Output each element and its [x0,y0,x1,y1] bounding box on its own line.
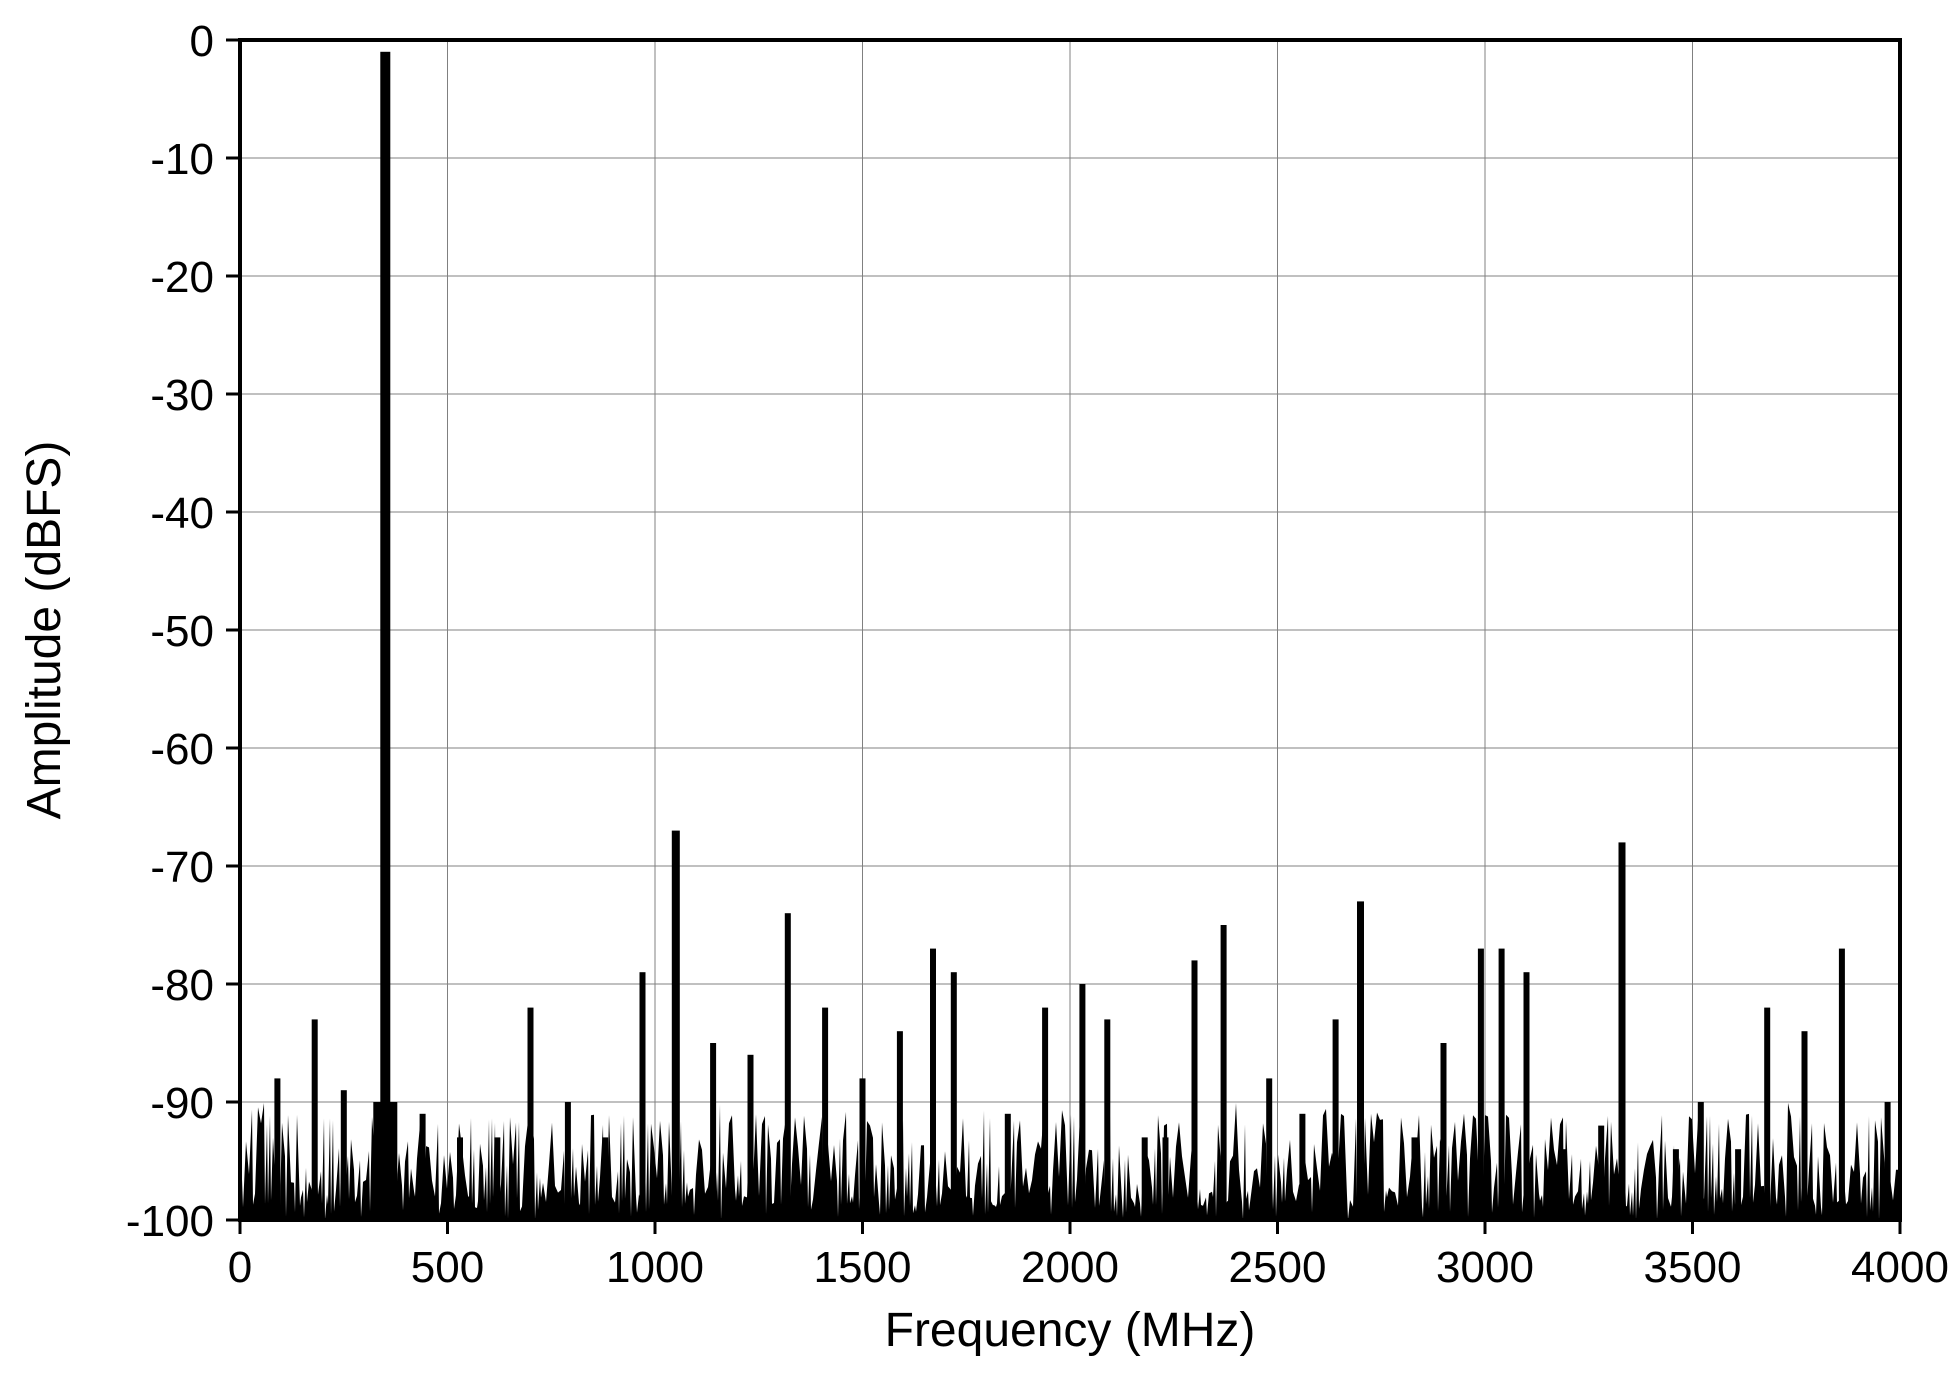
y-tick-label: -100 [126,1197,214,1246]
y-axis-label: Amplitude (dBFS) [18,441,71,820]
y-tick-label: -50 [150,607,214,656]
x-tick-label: 1500 [814,1243,912,1292]
y-tick-label: 0 [190,17,214,66]
y-tick-label: -90 [150,1079,214,1128]
x-tick-label: 4000 [1851,1243,1949,1292]
x-axis-label: Frequency (MHz) [885,1304,1256,1357]
x-tick-label: 500 [411,1243,484,1292]
x-tick-label: 0 [228,1243,252,1292]
y-tick-label: -10 [150,135,214,184]
spectrum-chart: 0 500 1000 1500 2000 2500 3000 3500 4000 0 -10 -20 -… [0,0,1950,1382]
x-tick-label: 2500 [1229,1243,1327,1292]
x-tick-label: 2000 [1021,1243,1119,1292]
y-tick-label: -40 [150,489,214,538]
y-tick-label: -70 [150,843,214,892]
x-tick-label: 3000 [1436,1243,1534,1292]
y-tick-label: -60 [150,725,214,774]
x-tick-label: 1000 [606,1243,704,1292]
y-tick-label: -30 [150,371,214,420]
spectrum-svg: 0 500 1000 1500 2000 2500 3000 3500 4000 0 -10 -20 -… [0,0,1950,1382]
x-tick-label: 3500 [1644,1243,1742,1292]
y-tick-label: -80 [150,961,214,1010]
y-tick-label: -20 [150,253,214,302]
